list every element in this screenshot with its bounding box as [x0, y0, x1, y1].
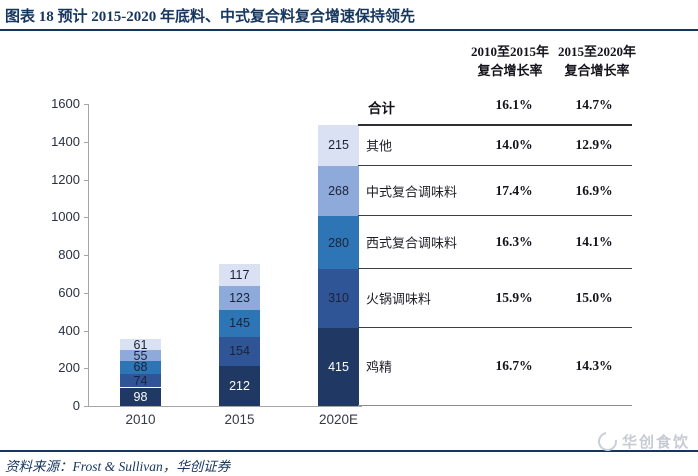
table-row: 火锅调味料 15.9% 15.0% — [358, 269, 632, 328]
table-row-value-1: 16.7% — [495, 358, 533, 374]
bar-segment-label: 117 — [229, 268, 250, 283]
bar-segment: 68 — [120, 360, 161, 375]
table-row: 中式复合调味料 17.4% 16.9% — [358, 166, 632, 217]
y-tick-mark — [84, 330, 88, 332]
y-tick-mark — [84, 255, 88, 256]
table-row-value-2: 14.1% — [575, 234, 613, 250]
source-note: 资料来源：Frost & Sullivan，华创证券 — [5, 459, 231, 474]
table-total-value-2: 14.7% — [575, 97, 613, 112]
bar-segment-label: 310 — [328, 291, 349, 306]
table-row-value-1: 15.9% — [495, 289, 533, 305]
y-tick-label: 400 — [58, 322, 80, 338]
y-tick-mark — [84, 104, 88, 105]
table-col-header-2: 2015至2020年 复合增长率 — [532, 42, 662, 80]
y-tick-label: 0 — [72, 398, 80, 413]
figure-title: 图表 18 预计 2015-2020 年底料、中式复合料复合增速保持领先 — [5, 9, 415, 25]
table-row-value-2: 14.3% — [575, 358, 613, 374]
y-tick-label: 1600 — [51, 96, 80, 111]
y-tick-label: 1000 — [51, 209, 80, 225]
x-axis-line — [88, 406, 362, 407]
table-row-label: 鸡精 — [366, 359, 393, 375]
watermark-text: 华创食饮 — [621, 434, 690, 451]
bar-segment-label: 68 — [133, 360, 148, 375]
table-total-label: 合计 — [368, 101, 395, 116]
table-row: 其他 14.0% 12.9% — [358, 125, 632, 166]
bar-segment-label: 154 — [229, 344, 250, 359]
table-col-header-2-line1: 2015至2020年 — [557, 44, 636, 59]
bar-segment: 123 — [219, 286, 260, 310]
y-tick-label: 200 — [58, 360, 80, 376]
bar-segment: 310 — [318, 269, 359, 328]
table-col-header-2-line2: 复合增长率 — [564, 63, 630, 78]
y-tick-mark — [84, 141, 88, 143]
bar-segment-label: 268 — [328, 184, 349, 198]
table-top-border — [358, 124, 632, 126]
title-divider — [0, 29, 698, 31]
table-row-value-1: 16.3% — [495, 234, 533, 250]
y-tick-label: 800 — [58, 247, 80, 262]
x-category-label: 2010 — [125, 412, 156, 427]
x-category-label: 2020E — [318, 412, 359, 427]
bar-segment: 145 — [219, 309, 260, 337]
bar-segment-label: 61 — [133, 337, 148, 352]
y-tick-mark — [84, 179, 88, 181]
footer-divider — [0, 450, 698, 452]
bar-segment: 61 — [120, 337, 161, 352]
y-tick-mark — [84, 292, 88, 294]
table-total-value-1: 16.1% — [495, 97, 533, 112]
bar-segment-label: 415 — [328, 359, 349, 374]
y-tick-mark — [84, 217, 88, 219]
bar-segment: 74 — [120, 373, 161, 388]
table-col-header-1: 2010至2015年 复合增长率 — [445, 42, 575, 80]
y-tick-label: 600 — [58, 284, 80, 300]
bar-segment: 98 — [120, 387, 161, 406]
bar-segment-label: 55 — [133, 348, 148, 363]
bar-segment-label: 280 — [328, 235, 349, 250]
y-tick-mark — [84, 406, 88, 407]
bar-segment: 154 — [219, 336, 260, 366]
bar-segment: 117 — [219, 264, 260, 287]
x-category-label: 2015 — [224, 412, 255, 427]
bar-segment-label: 212 — [229, 378, 250, 393]
y-tick-mark — [84, 368, 88, 370]
table-row-label: 中式复合调味料 — [366, 184, 458, 199]
table-row-value-2: 12.9% — [575, 136, 613, 152]
table-row-label: 其他 — [366, 138, 393, 154]
y-tick-label: 1400 — [51, 133, 80, 149]
table-row-value-2: 15.0% — [575, 289, 613, 305]
bar-segment-label: 145 — [229, 316, 250, 331]
bar-segment: 55 — [120, 348, 161, 363]
table-row-label: 西式复合调味料 — [366, 235, 458, 251]
table-row-value-1: 14.0% — [495, 136, 533, 152]
table-row: 鸡精 16.7% 14.3% — [358, 328, 632, 406]
bar-segment: 268 — [318, 165, 359, 217]
table-row-value-1: 17.4% — [495, 182, 533, 198]
bar-segment-label: 215 — [328, 138, 349, 153]
table-col-header-1-line1: 2010至2015年 — [470, 44, 549, 59]
bar-segment-label: 98 — [133, 389, 148, 404]
table-row-value-2: 16.9% — [575, 182, 613, 198]
bar-segment-label: 74 — [133, 373, 148, 388]
bar-segment: 212 — [219, 365, 260, 406]
y-tick-label: 1200 — [51, 171, 80, 187]
bar-segment: 280 — [318, 216, 359, 270]
table-col-header-1-line2: 复合增长率 — [477, 63, 543, 78]
y-axis-line — [88, 104, 89, 406]
table-row-label: 火锅调味料 — [366, 291, 432, 307]
watermark: 华创食饮 — [594, 428, 690, 455]
bar-segment: 415 — [318, 327, 359, 406]
huachuang-logo-icon — [594, 428, 621, 455]
bar-segment: 215 — [318, 125, 359, 166]
table-row: 西式复合调味料 16.3% 14.1% — [358, 216, 632, 270]
bar-segment-label: 123 — [229, 290, 250, 305]
